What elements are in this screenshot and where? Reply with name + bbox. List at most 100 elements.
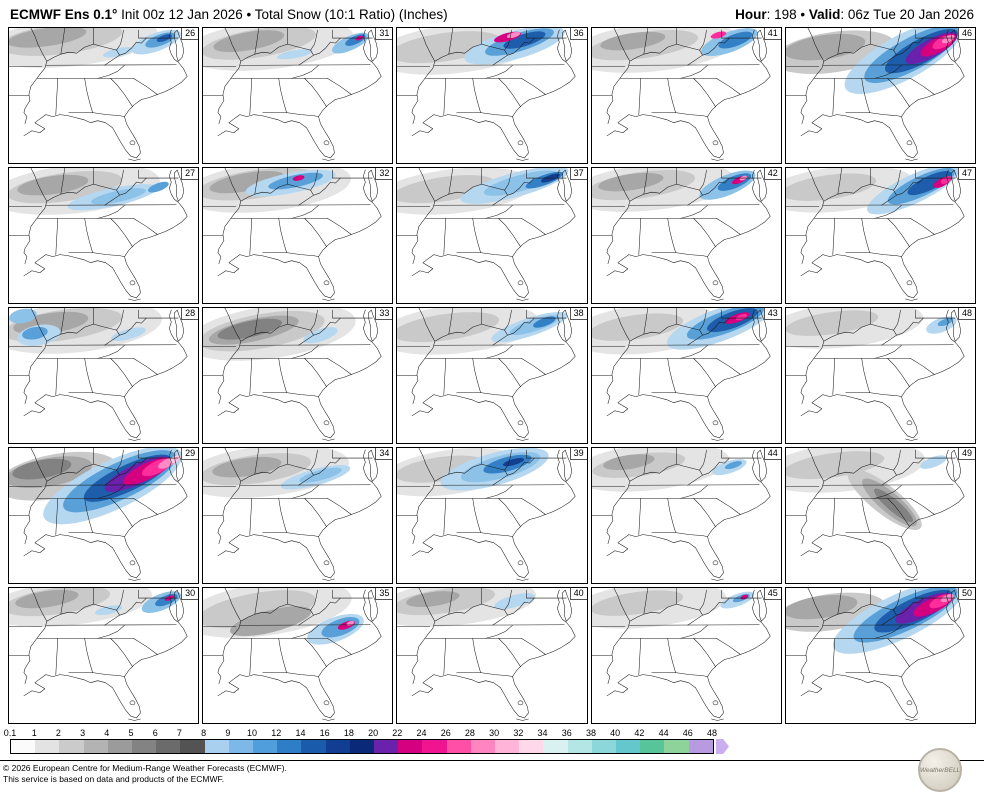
delmarva-peninsula (756, 449, 767, 482)
snow-blob (303, 327, 338, 344)
border-nc-sc (909, 638, 935, 655)
border-tn-nc (485, 204, 514, 219)
border-il-in (60, 588, 66, 615)
colorbar-cell (204, 740, 229, 753)
border-ga-sc (887, 638, 910, 667)
map-svg (591, 28, 771, 161)
border-al-ga (278, 218, 288, 253)
border-lat36 (239, 64, 371, 66)
border-tn-nc (485, 624, 514, 639)
lake-okeechobee (712, 280, 718, 286)
lake-okeechobee (323, 140, 330, 146)
map-svg (9, 588, 188, 721)
delmarva-peninsula (174, 589, 185, 622)
border-ms-al (832, 78, 835, 115)
border-pa (720, 29, 762, 39)
lake-okeechobee (906, 280, 913, 286)
border-ga-sc (887, 358, 910, 387)
snow-blob (494, 593, 536, 610)
border-pa (332, 169, 373, 179)
snow-blob (591, 313, 683, 341)
valid-value: : 06z Tue 20 Jan 2026 (840, 7, 974, 22)
border-ms-al (832, 218, 835, 255)
border-lat36 (239, 484, 371, 486)
border-il-in (643, 588, 648, 615)
colorbar-cell (640, 740, 665, 753)
member-number: 41 (763, 28, 781, 40)
state-borders (785, 168, 965, 301)
florida-keys (710, 158, 724, 161)
florida-keys (322, 158, 335, 161)
border-nc-sc (327, 498, 352, 515)
border-pa (332, 29, 373, 39)
lake-okeechobee (323, 280, 330, 286)
state-borders (203, 588, 382, 721)
border-ga-sc (887, 218, 910, 247)
border-nc-sc (133, 358, 158, 375)
border-tn-nc (874, 484, 902, 499)
colorbar-tick: 12 (271, 728, 282, 738)
state-borders (785, 28, 965, 161)
border-il-in (837, 168, 842, 195)
member-number: 38 (569, 308, 587, 320)
ensemble-panel: 37 (396, 167, 588, 304)
border-ky-wv (893, 329, 897, 336)
map-svg (397, 588, 576, 721)
florida-keys (516, 718, 530, 721)
delmarva-peninsula (950, 169, 961, 202)
border-ga-sc (304, 638, 327, 667)
border-ga-sc (110, 498, 133, 527)
snow-blob (710, 31, 726, 39)
coastline (217, 309, 382, 439)
border-il-in (643, 448, 648, 475)
ensemble-panel: 44 (590, 447, 782, 584)
florida-keys (516, 438, 530, 441)
colorbar-cell (664, 740, 689, 753)
border-ky-wv (116, 609, 120, 616)
border-ky-wv (310, 189, 314, 196)
border-ms-al (638, 78, 641, 115)
colorbar-cell (228, 740, 254, 753)
colorbar-tick: 4 (104, 728, 110, 738)
snow-shading (203, 448, 351, 498)
mississippi-river (23, 308, 48, 404)
border-al-ga (84, 78, 93, 113)
state-borders (397, 168, 576, 301)
snow-blob (533, 316, 557, 328)
state-borders (9, 28, 188, 161)
mississippi-river (606, 588, 630, 684)
border-ky-wv (310, 609, 314, 616)
map-svg (9, 308, 188, 441)
border-nc-sc (909, 358, 935, 375)
florida-keys (710, 578, 724, 581)
lake-okeechobee (906, 700, 913, 706)
mississippi-river (800, 168, 824, 264)
colorbar-cell (180, 740, 205, 753)
border-il-in (448, 168, 454, 195)
colorbar-tick: 20 (368, 728, 379, 738)
coastline (412, 29, 576, 159)
state-borders (397, 448, 576, 581)
copyright: © 2026 European Centre for Medium-Range … (0, 761, 984, 784)
snow-blob (397, 312, 500, 343)
delmarva-peninsula (174, 309, 185, 342)
mississippi-river (606, 308, 630, 404)
delmarva-peninsula (174, 29, 185, 62)
colorbar-tick: 9 (225, 728, 231, 738)
florida-keys (128, 298, 141, 301)
map-svg (203, 308, 382, 441)
lake-okeechobee (712, 700, 718, 706)
florida-keys (516, 578, 530, 581)
map-svg (9, 28, 188, 161)
snow-blob (213, 30, 285, 53)
border-ky-wv (116, 329, 120, 336)
colorbar-cell (616, 740, 641, 753)
member-number: 31 (375, 28, 393, 40)
snow-blob (12, 458, 72, 480)
member-number: 47 (957, 168, 975, 180)
border-nc-sc (327, 78, 352, 95)
border-pa (720, 309, 762, 319)
init-time: Init 00z 12 Jan 2026 (117, 7, 243, 22)
snow-blob (94, 605, 123, 616)
snow-blob (9, 28, 87, 48)
